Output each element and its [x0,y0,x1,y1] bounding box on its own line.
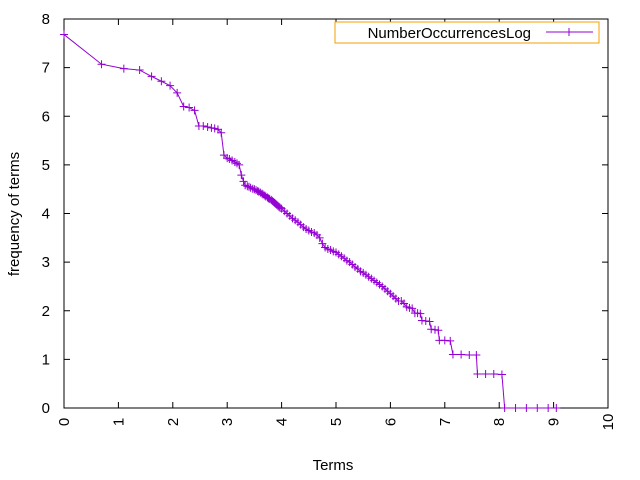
x-tick-label: 10 [600,414,617,431]
data-point [275,203,284,212]
legend-series-marker [565,28,573,36]
data-point [166,81,175,90]
data-point [157,77,166,86]
data-point [416,309,425,318]
y-tick-label: 8 [42,11,50,28]
data-point [179,102,188,111]
data-point [533,404,542,412]
data-point [217,128,226,137]
y-tick-label: 1 [42,351,50,368]
x-tick-label: 9 [546,418,563,426]
data-point [500,404,509,412]
data-point [119,64,128,73]
series-layer [60,30,561,412]
data-point [237,171,246,180]
data-point [173,88,182,97]
x-tick-label: 0 [56,418,73,426]
data-point [254,187,263,196]
data-point [489,369,498,378]
x-tick-label: 3 [219,418,236,426]
y-tick-label: 6 [42,108,50,125]
y-axis-label: frequency of terms [6,152,23,276]
data-point [497,370,506,379]
x-tick-label: 6 [382,418,399,426]
data-point [473,369,482,378]
x-tick-label: 5 [328,418,345,426]
y-tick-label: 5 [42,157,50,174]
data-point [213,125,222,134]
x-axis-ticks: 0 1 2 3 4 5 6 7 8 9 10 [56,19,617,430]
y-tick-label: 3 [42,254,50,271]
data-point [60,30,68,39]
data-point [446,336,455,345]
data-point [552,404,561,412]
data-point [190,106,199,115]
y-tick-label: 2 [42,303,50,320]
x-tick-label: 8 [491,418,508,426]
data-point [457,350,466,359]
data-point [472,350,481,359]
data-point [147,72,156,81]
data-point [544,404,553,412]
data-point [210,124,219,133]
data-point [511,404,520,412]
series-0 [60,30,561,412]
y-tick-label: 7 [42,60,50,77]
y-tick-label: 4 [42,206,50,223]
data-point [244,182,253,191]
data-point [250,185,259,194]
data-point [448,350,457,359]
data-point [425,317,434,326]
x-tick-label: 4 [274,418,291,426]
x-tick-label: 1 [110,418,127,426]
legend-series-name: NumberOccurrencesLog [368,25,531,42]
data-point [185,103,194,112]
data-point [235,160,244,169]
data-point [97,60,106,69]
data-point [203,122,212,131]
data-point [199,121,208,130]
data-point [522,404,531,412]
y-axis-ticks: 0 1 2 3 4 5 6 7 8 [42,11,608,417]
x-axis-label: Terms [313,457,354,474]
y-tick-label: 0 [42,400,50,417]
data-point [315,233,324,242]
data-point [465,350,474,359]
data-point [239,177,248,186]
x-tick-label: 2 [165,418,182,426]
data-point [481,369,490,378]
legend-box [334,21,600,44]
data-point [135,66,144,75]
x-tick-label: 7 [437,418,454,426]
data-point [408,304,417,313]
data-point [434,326,443,335]
legend: NumberOccurrencesLog [334,21,600,44]
